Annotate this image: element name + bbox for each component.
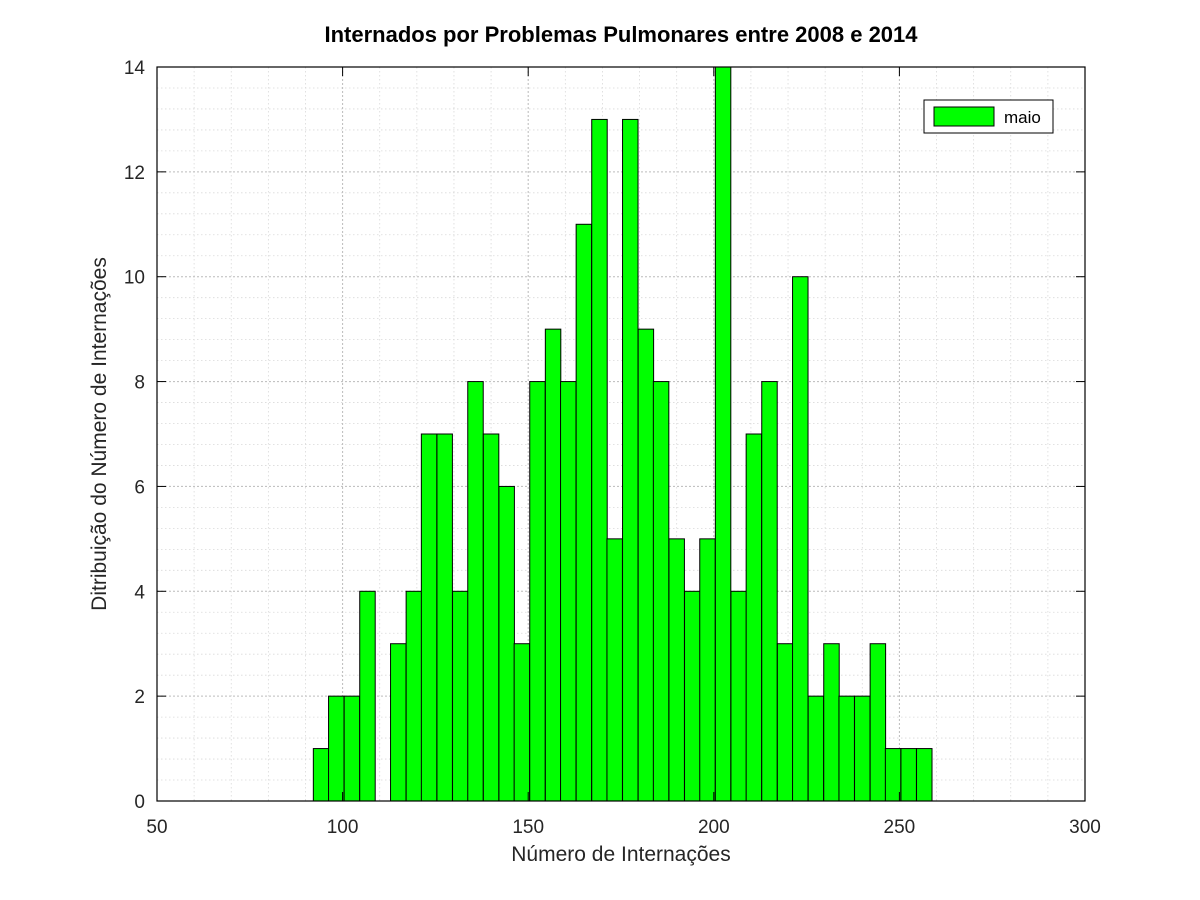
histogram-bar xyxy=(823,643,840,802)
histogram-bar xyxy=(637,328,655,802)
bars xyxy=(312,66,933,802)
histogram-bar xyxy=(745,433,763,802)
histogram-bar xyxy=(482,433,500,802)
legend: maio xyxy=(923,99,1054,134)
x-tick-label: 100 xyxy=(327,817,359,838)
histogram-bar xyxy=(838,695,855,802)
histogram-bar xyxy=(869,643,887,802)
histogram-bar xyxy=(730,590,747,802)
y-tick-label: 8 xyxy=(134,373,145,394)
tick-labels: 50 100 150 200 250 300 0 2 4 6 8 10 12 14 xyxy=(124,58,1101,838)
y-tick-label: 4 xyxy=(134,582,145,603)
x-tick-label: 300 xyxy=(1069,817,1101,838)
y-tick-label: 10 xyxy=(124,268,145,289)
histogram-bar xyxy=(405,590,423,802)
x-axis-label: Número de Internações xyxy=(511,843,730,866)
y-tick-label: 14 xyxy=(124,58,146,79)
histogram-bar xyxy=(900,748,917,802)
histogram-bar xyxy=(684,590,701,802)
histogram-bar xyxy=(328,695,345,802)
legend-swatch xyxy=(933,106,995,127)
histogram-bar xyxy=(699,538,716,802)
histogram-bar xyxy=(792,276,809,802)
histogram-bar xyxy=(359,590,376,802)
y-tick-label: 6 xyxy=(134,477,145,498)
legend-label: maio xyxy=(1004,108,1041,127)
histogram-bar xyxy=(343,695,361,802)
histogram-bar xyxy=(591,118,608,802)
histogram-bar xyxy=(390,643,407,802)
histogram-bar xyxy=(714,66,732,802)
histogram-bar xyxy=(916,748,933,802)
histogram-bar xyxy=(854,695,871,802)
histogram-bar xyxy=(312,748,330,802)
histogram-bar xyxy=(761,381,778,802)
x-tick-label: 250 xyxy=(884,817,916,838)
y-tick-label: 0 xyxy=(134,792,145,813)
chart-title: Internados por Problemas Pulmonares entr… xyxy=(324,22,918,47)
y-axis-label: Ditribuição do Número de Internações xyxy=(88,257,111,611)
x-tick-label: 50 xyxy=(146,817,167,838)
histogram-bar xyxy=(498,485,515,802)
histogram-bar xyxy=(560,381,577,802)
ticks xyxy=(156,66,1086,802)
histogram-bar xyxy=(467,381,484,802)
histogram-bar xyxy=(652,381,670,802)
histogram-bar xyxy=(420,433,438,802)
x-tick-label: 200 xyxy=(698,817,730,838)
histogram-bar xyxy=(668,538,685,802)
y-tick-label: 12 xyxy=(124,163,145,184)
histogram-bar xyxy=(529,381,546,802)
y-tick-label: 2 xyxy=(134,687,145,708)
histogram-bar xyxy=(452,590,469,802)
histogram-bar xyxy=(575,223,593,802)
plot-frame xyxy=(156,66,1086,802)
histogram-bar xyxy=(884,748,902,802)
histogram-bar xyxy=(622,118,639,802)
histogram-bar xyxy=(776,643,794,802)
x-tick-label: 150 xyxy=(512,817,544,838)
histogram-bar xyxy=(513,643,531,802)
histogram-bar xyxy=(606,538,623,802)
histogram-bar xyxy=(544,328,562,802)
histogram-bar xyxy=(436,433,453,802)
histogram-bar xyxy=(807,695,825,802)
